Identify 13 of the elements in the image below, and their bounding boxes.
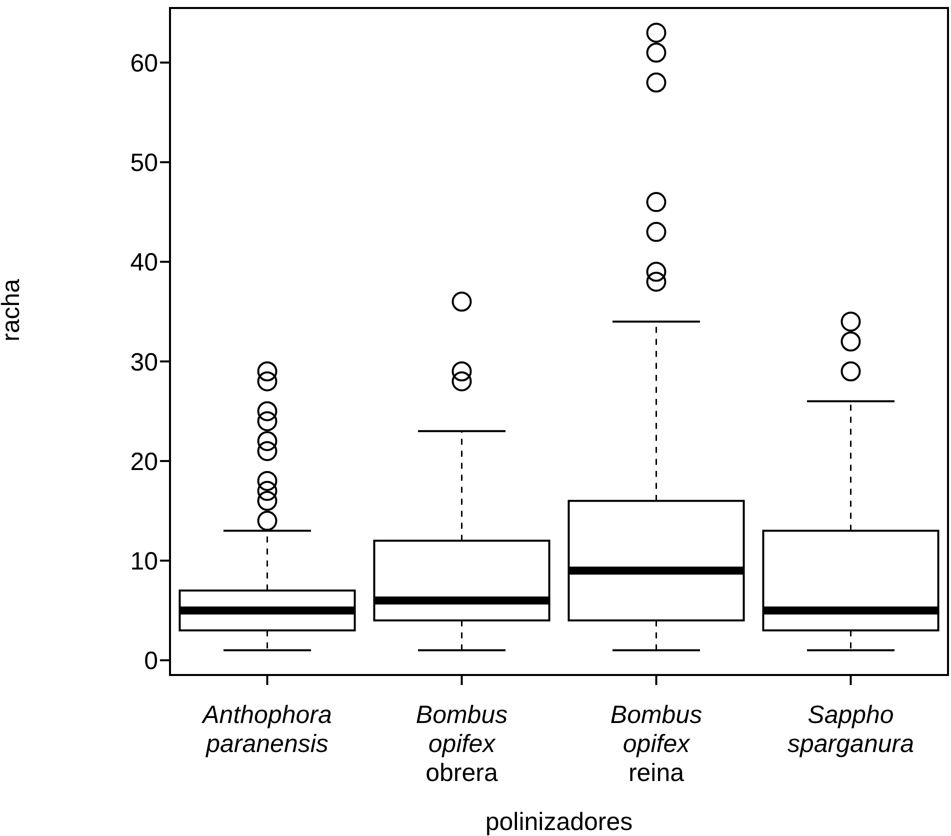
y-axis-title: racha [0, 278, 25, 342]
y-tick-label: 30 [130, 348, 158, 376]
x-tick-label: Bombus opifex obrera [416, 701, 508, 787]
x-tick-label: Bombus opifex reina [610, 701, 702, 787]
y-tick-label: 20 [130, 448, 158, 476]
y-tick-label: 60 [130, 49, 158, 78]
x-tick-label: Anthophora paranensis [200, 701, 332, 758]
y-tick-label: 40 [130, 248, 158, 277]
x-tick-label: Sappho sparganura [788, 701, 914, 758]
x-axis-title: polinizadores [485, 808, 633, 836]
y-tick-label: 10 [130, 548, 158, 576]
y-tick-label: 0 [144, 647, 158, 676]
y-tick-label: 50 [130, 149, 158, 178]
